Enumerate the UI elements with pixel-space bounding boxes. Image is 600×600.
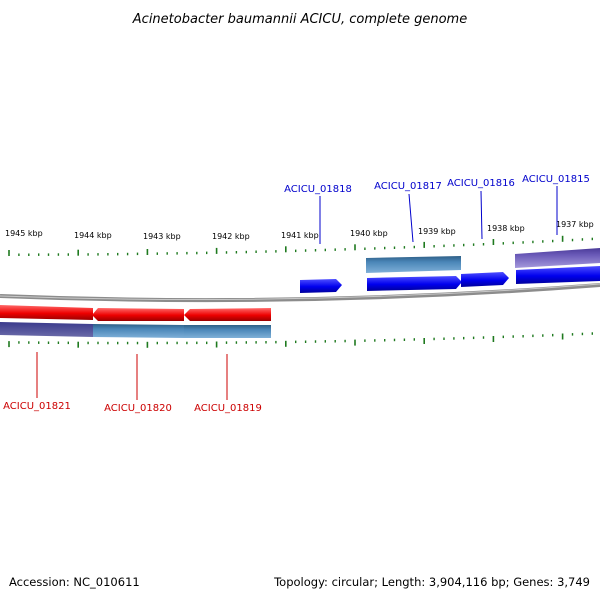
ruler-ticks-upper [8,235,593,256]
gene-ACICU_01821[interactable] [0,305,93,320]
gene-label-ACICU_01819[interactable]: ACICU_01819 [194,403,262,414]
map-title: Acinetobacter baumannii ACICU, complete … [132,12,467,27]
leader-line [408,193,414,243]
ruler-labels: 1945 kbp 1944 kbp 1943 kbp 1942 kbp 1941… [5,220,594,241]
tick-label: 1942 kbp [212,232,250,241]
tick-label: 1937 kbp [556,220,594,229]
reverse-cog-bars [0,322,271,338]
reverse-leader-lines [36,352,228,400]
gene-ACICU_01819[interactable] [184,308,271,321]
gene-ACICU_01820[interactable] [92,308,184,321]
gene-ACICU_01816[interactable] [461,272,509,287]
gene-ACICU_01815[interactable] [516,266,600,284]
gene-label-ACICU_01817[interactable]: ACICU_01817 [374,181,442,192]
reverse-genes [0,305,271,321]
forward-gene-labels: ACICU_01818 ACICU_01817 ACICU_01816 ACIC… [284,174,590,195]
gene-ACICU_01817[interactable] [367,276,462,291]
ruler-ticks-lower [8,332,593,348]
cog-bar-teal [93,324,184,338]
gene-label-ACICU_01816[interactable]: ACICU_01816 [447,178,515,189]
gene-label-ACICU_01818[interactable]: ACICU_01818 [284,184,352,195]
accession-text: Accession: NC_010611 [9,575,140,589]
tick-label: 1941 kbp [281,231,319,240]
leader-line [480,190,483,240]
tick-label: 1945 kbp [5,229,43,238]
forward-genes [300,266,600,293]
gene-label-ACICU_01821[interactable]: ACICU_01821 [3,401,71,412]
cog-bar-purple [515,248,600,268]
tick-label: 1944 kbp [74,231,112,240]
tick-label: 1940 kbp [350,229,388,238]
tick-label: 1939 kbp [418,227,456,236]
summary-text: Topology: circular; Length: 3,904,116 bp… [273,575,590,589]
gene-label-ACICU_01820[interactable]: ACICU_01820 [104,403,172,414]
gene-label-ACICU_01815[interactable]: ACICU_01815 [522,174,590,185]
cog-bar-navy [0,322,93,337]
forward-cog-bars [366,248,600,273]
tick-label: 1943 kbp [143,232,181,241]
cog-bar-teal [366,256,461,273]
cog-bar-teal [184,325,271,338]
forward-leader-lines [319,186,558,244]
genome-backbone-highlight [0,283,600,301]
gene-ACICU_01818[interactable] [300,279,342,293]
tick-label: 1938 kbp [487,224,525,233]
reverse-gene-labels: ACICU_01821 ACICU_01820 ACICU_01819 [3,401,262,414]
